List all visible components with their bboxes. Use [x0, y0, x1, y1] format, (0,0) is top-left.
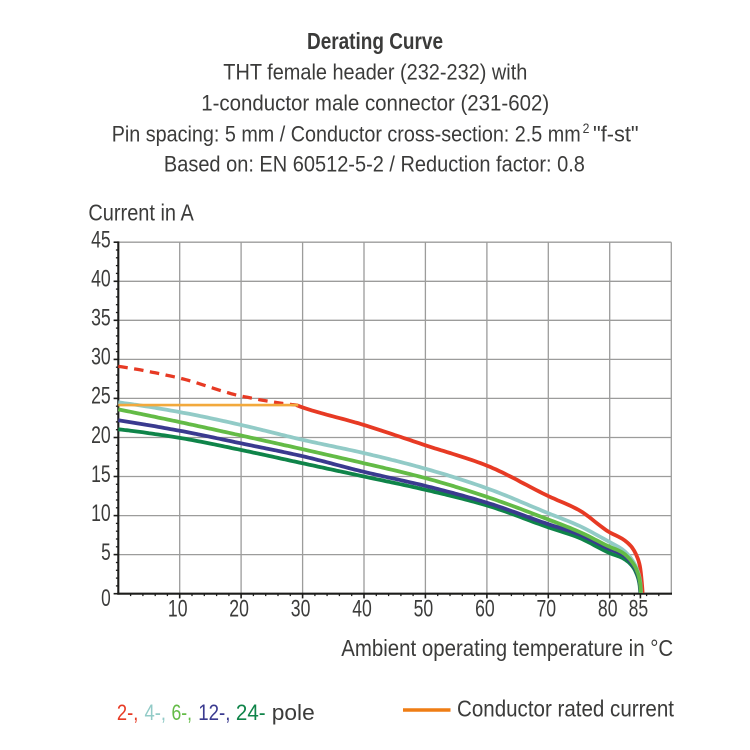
svg-text:20: 20 [91, 422, 111, 449]
svg-text:80: 80 [598, 596, 618, 623]
svg-text:2-,: 2-, [117, 700, 138, 725]
svg-text:60: 60 [475, 596, 495, 623]
svg-text:Based on: EN 60512-5-2 / Reduc: Based on: EN 60512-5-2 / Reduction facto… [164, 151, 585, 176]
svg-text:Derating Curve: Derating Curve [307, 28, 443, 54]
svg-text:30: 30 [91, 344, 111, 371]
svg-text:10: 10 [91, 500, 111, 527]
svg-text:50: 50 [414, 596, 434, 623]
svg-text:40: 40 [352, 596, 372, 623]
svg-text:4-,: 4-, [145, 700, 167, 725]
svg-text:70: 70 [537, 596, 557, 623]
svg-text:25: 25 [91, 383, 111, 410]
svg-text:Current in A: Current in A [88, 200, 194, 226]
svg-text:5: 5 [101, 539, 111, 566]
svg-text:0: 0 [101, 585, 111, 612]
svg-text:pole: pole [272, 700, 315, 725]
svg-text:"f-st": "f-st" [593, 121, 639, 146]
svg-text:1-conductor male connector (23: 1-conductor male connector (231-602) [201, 91, 549, 116]
svg-text:THT female header (232-232) wi: THT female header (232-232) with [223, 60, 527, 85]
svg-text:40: 40 [91, 266, 111, 293]
svg-text:24-: 24- [236, 700, 266, 725]
svg-text:2: 2 [583, 120, 590, 136]
svg-text:Conductor rated current: Conductor rated current [457, 696, 675, 722]
svg-text:45: 45 [91, 226, 111, 253]
svg-text:35: 35 [91, 305, 111, 332]
svg-text:30: 30 [291, 596, 311, 623]
svg-text:10: 10 [168, 596, 188, 623]
svg-text:85: 85 [629, 596, 649, 623]
svg-text:15: 15 [91, 461, 111, 488]
svg-text:12-,: 12-, [198, 700, 230, 725]
svg-text:6-,: 6-, [172, 700, 193, 725]
svg-text:Pin spacing: 5 mm / Conductor: Pin spacing: 5 mm / Conductor cross-sect… [112, 121, 581, 146]
svg-text:20: 20 [229, 596, 249, 623]
svg-text:Ambient operating temperature: Ambient operating temperature in °C [341, 635, 673, 661]
